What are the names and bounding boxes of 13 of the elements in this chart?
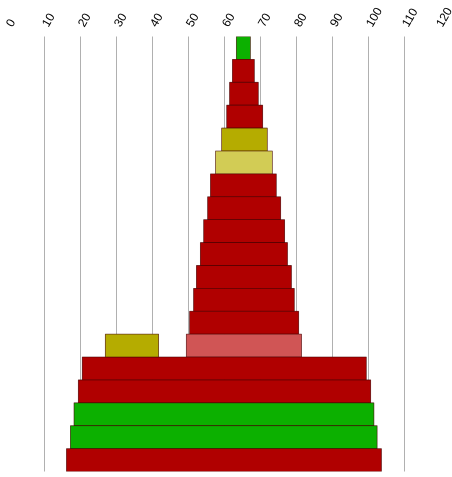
x-tick-label: 10 (38, 10, 58, 30)
x-tick-label: 60 (218, 10, 238, 30)
x-tick-label: 0 (2, 16, 18, 30)
x-tick-label: 30 (110, 10, 130, 30)
x-tick-label: 70 (254, 10, 274, 30)
x-tick-label: 110 (398, 5, 421, 30)
x-tick-label: 100 (362, 4, 386, 30)
x-tick-label: 50 (182, 10, 202, 30)
x-tick-label: 80 (290, 10, 310, 30)
x-tick-label: 90 (326, 10, 346, 30)
x-tick-label: 120 (432, 4, 452, 30)
x-tick-label: 20 (74, 10, 94, 30)
x-tick-label: 40 (146, 10, 166, 30)
